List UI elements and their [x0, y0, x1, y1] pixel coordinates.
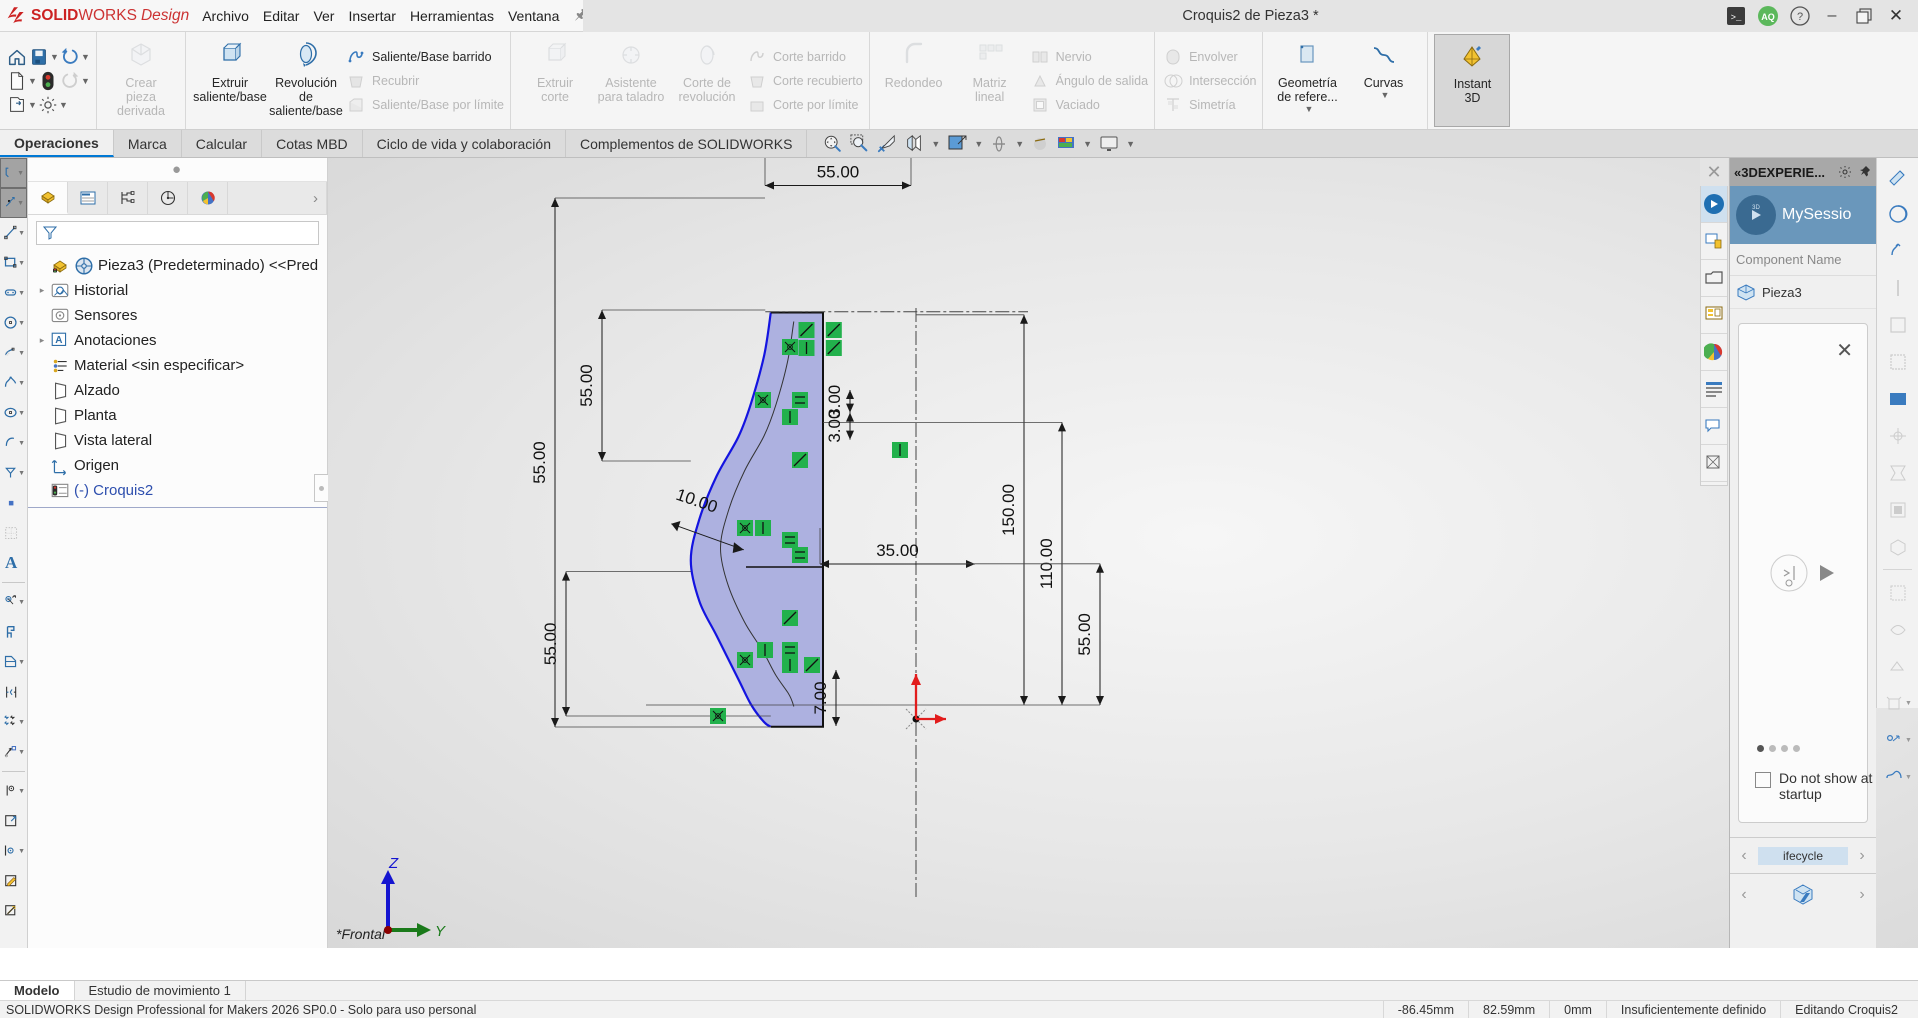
svg-text:55.00: 55.00: [541, 623, 560, 666]
svg-text:A: A: [55, 335, 62, 346]
svg-text:55.00: 55.00: [1075, 613, 1094, 656]
svg-text:7.00: 7.00: [811, 681, 830, 714]
svg-text:AQ: AQ: [1761, 12, 1775, 22]
svg-text:55.00: 55.00: [530, 441, 549, 484]
svg-text:150.00: 150.00: [999, 484, 1018, 536]
svg-text:>_: >_: [1731, 13, 1742, 23]
svg-text:3.00: 3.00: [825, 410, 844, 443]
svg-text:?: ?: [1797, 11, 1803, 23]
svg-text:3D: 3D: [1752, 205, 1760, 211]
svg-text:55.00: 55.00: [817, 163, 860, 182]
svg-text:55.00: 55.00: [577, 364, 596, 407]
svg-text:35.00: 35.00: [876, 541, 919, 560]
